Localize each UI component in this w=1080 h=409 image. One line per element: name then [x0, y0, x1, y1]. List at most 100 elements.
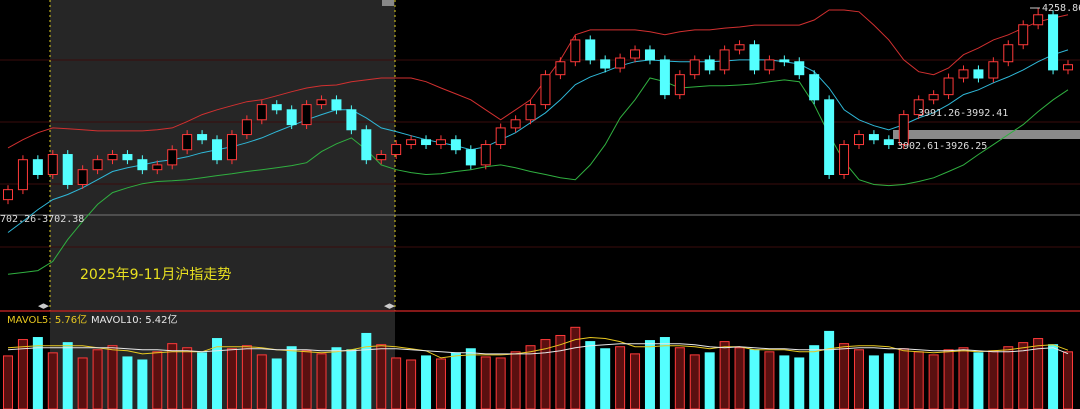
volume-bar — [421, 355, 432, 409]
candle-body — [570, 39, 581, 63]
candle-body — [868, 134, 879, 141]
volume-bar — [435, 358, 446, 409]
volume-bar — [450, 352, 461, 409]
legend-entry: MAVOL10: 5.42亿 — [91, 313, 177, 326]
volume-bar — [197, 352, 208, 409]
highlight-region — [50, 0, 395, 409]
candle-body — [376, 154, 387, 161]
candle-body — [1063, 64, 1073, 71]
volume-bar — [182, 347, 193, 409]
volume-bar — [167, 343, 178, 409]
candle-body — [286, 109, 297, 126]
candle-body — [883, 139, 894, 146]
scroll-handle[interactable] — [382, 0, 394, 6]
annotation: 702.26-3702.38 — [0, 214, 84, 225]
volume-bar — [839, 343, 850, 409]
annotation: 3991.26-3992.41 — [918, 108, 1008, 119]
volume-bar — [465, 348, 476, 409]
candle-body — [1003, 44, 1014, 63]
band-line — [7, 49, 1069, 233]
volume-bar — [77, 357, 88, 409]
candle-body — [182, 134, 193, 151]
candle-body — [943, 77, 954, 96]
volume-bar — [659, 337, 670, 409]
volume-bar — [406, 359, 417, 409]
candle-body — [824, 99, 835, 175]
volume-bar — [824, 330, 835, 409]
volume-bar — [286, 346, 297, 409]
candle-body — [794, 61, 805, 76]
candle-body — [256, 104, 267, 121]
volume-bar — [570, 326, 581, 409]
candle-body — [316, 99, 327, 106]
volume-bar — [555, 334, 566, 409]
volume-bar — [62, 342, 73, 409]
band-line — [7, 9, 1069, 149]
candle-body — [435, 139, 446, 146]
volume-bar — [615, 346, 626, 409]
candle-body — [241, 119, 252, 136]
chart-title: 2025年9-11月沪指走势 — [80, 267, 231, 283]
candle-body — [973, 69, 984, 79]
volume-bar — [346, 349, 357, 409]
candle-body — [585, 39, 596, 61]
volume-bar — [301, 350, 312, 409]
handle-icon[interactable]: ◂▸ — [384, 299, 396, 312]
candle-body — [47, 154, 58, 175]
candle-body — [361, 129, 372, 161]
plot-area — [3, 7, 1073, 409]
candle-body — [540, 74, 551, 106]
volume-bar — [600, 348, 611, 409]
volume-bar — [853, 349, 864, 409]
volume-bar — [331, 347, 342, 409]
volume-bar — [391, 357, 402, 409]
volume-bar — [212, 338, 223, 409]
candle-body — [764, 59, 775, 71]
volume-bar — [107, 345, 118, 409]
volume-bar — [316, 353, 327, 409]
candle-body — [555, 61, 566, 76]
volume-bar — [376, 344, 387, 409]
candle-body — [480, 144, 491, 166]
volume-bar — [809, 345, 820, 409]
candle-body — [122, 154, 133, 161]
candle-body — [1018, 24, 1029, 46]
volume-bar — [137, 359, 148, 409]
volume-bar — [883, 353, 894, 409]
volume-bar — [749, 349, 760, 409]
volume-bar — [913, 351, 924, 409]
candle-body — [331, 99, 342, 111]
volume-bar — [898, 348, 909, 409]
candle-body — [1033, 14, 1044, 26]
volume-bar — [540, 339, 551, 409]
volume-bar — [689, 354, 700, 409]
candle-body — [137, 159, 148, 171]
candle-body — [465, 149, 476, 166]
price-band — [893, 130, 1080, 139]
candle-body — [510, 119, 521, 129]
volume-bar — [674, 347, 685, 409]
handle-icon[interactable]: ◂▸ — [38, 299, 50, 312]
volume-bar — [928, 354, 939, 409]
candle-body — [600, 59, 611, 69]
volume-bar — [644, 340, 655, 409]
volume-bar — [794, 357, 805, 409]
volume-bar — [152, 351, 163, 409]
volume-bar — [92, 349, 103, 409]
candle-body — [77, 169, 88, 185]
volume-bar — [734, 347, 745, 409]
candle-body — [450, 139, 461, 151]
candle-body — [3, 189, 13, 201]
candle-body — [32, 159, 43, 175]
candle-body — [212, 139, 223, 161]
candle-body — [152, 164, 163, 171]
candle-body — [853, 134, 864, 146]
volume-bar — [122, 356, 133, 409]
volume-bar — [1003, 346, 1014, 409]
range-handles: ◂▸ ◂▸ — [38, 299, 396, 312]
volume-bar — [361, 332, 372, 409]
volume-bar — [17, 339, 28, 409]
candle-body — [734, 44, 745, 51]
candle-body — [495, 127, 506, 146]
candle-body — [913, 99, 924, 116]
